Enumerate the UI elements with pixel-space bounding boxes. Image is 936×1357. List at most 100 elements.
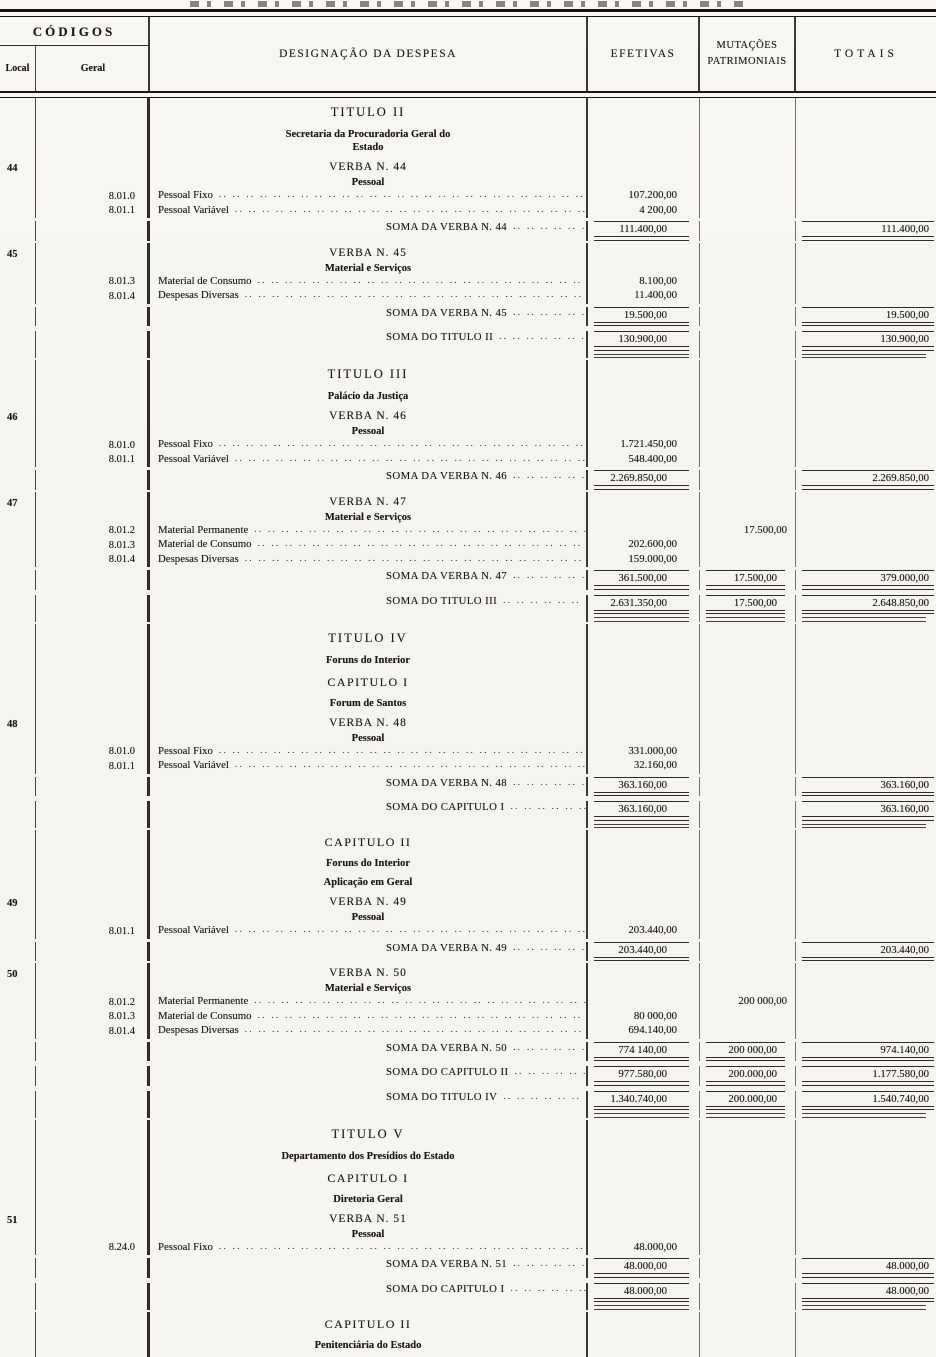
mutacoes-cell (700, 892, 796, 911)
efetivas-amount: 774 140,00 (618, 1043, 667, 1056)
totais-cell (796, 387, 936, 406)
subtitle-row: Palácio da Justiça (0, 387, 936, 406)
local-code-cell: 48 (0, 712, 36, 732)
chapter-row: CAPITULO I (0, 1165, 936, 1190)
expense-label: Pessoal Fixo (158, 744, 213, 757)
title-row: TITULO III (0, 360, 936, 387)
efetivas-cell (588, 873, 700, 892)
subtitle-text: Aplicação em Geral (323, 877, 413, 888)
chapter-text: CAPITULO I (327, 674, 409, 689)
efetivas-cell (588, 157, 700, 176)
local-code-cell (0, 538, 36, 553)
local-code-cell (0, 125, 36, 157)
local-code-cell (0, 1119, 36, 1147)
mutacoes-cell (700, 1189, 796, 1209)
mutacoes-cell: 200.000,00 (700, 1090, 796, 1118)
table-body: TITULO II Secretaria da Procuradoria Gera… (0, 98, 936, 1357)
verba-row: 51 VERBA N. 51 (0, 1208, 936, 1228)
efetivas-cell (588, 731, 700, 745)
geral-code-cell (36, 830, 150, 854)
geral-code-cell (36, 854, 150, 873)
designacao-cell: Foruns do Interior (150, 854, 588, 873)
item-row: 8.01.3 Material de Consumo .. .. .. .. ..… (0, 1009, 936, 1024)
sum-label: SOMA DO CAPITULO I (386, 801, 505, 813)
ruled-amount: 2.269.850,00 (594, 470, 689, 490)
designacao-cell: SOMA DA VERBA N. 48 .. .. .. .. .. .. ..… (150, 776, 588, 796)
efetivas-cell (588, 712, 700, 732)
efetivas-cell: 11.400,00 (588, 289, 700, 304)
chapter-row: CAPITULO I (0, 669, 936, 694)
mutacoes-cell (700, 963, 796, 982)
local-code-cell (0, 438, 36, 453)
expense-label: Pessoal Variável (158, 452, 229, 465)
ruled-amount: 2.269.850,00 (802, 470, 934, 490)
mutacoes-cell: 200 000,00 (700, 995, 796, 1010)
section-text: Pessoal (351, 912, 385, 923)
geral-code-cell (36, 1041, 150, 1061)
end-of-section-rule (594, 617, 689, 622)
designacao-cell: VERBA N. 48 (150, 712, 588, 732)
local-code-cell (0, 801, 36, 828)
mutacoes-cell (700, 744, 796, 759)
designacao-cell: Pessoal Fixo .. .. .. .. .. .. .. .. .. … (150, 744, 588, 759)
expense-label: Despesas Diversas (158, 1024, 239, 1036)
ruled-amount: 361.500,00 (594, 570, 689, 590)
efetivas-cell: 361.500,00 (588, 570, 700, 590)
mutacoes-cell (700, 982, 796, 995)
ruled-amount: 363.160,00 (802, 776, 934, 797)
geral-code-cell (36, 1282, 150, 1310)
expense-label: Material de Consumo (158, 538, 252, 550)
dot-leader: .. .. .. .. .. .. .. .. .. .. .. .. .. .… (234, 453, 586, 464)
geral-code-cell (36, 731, 150, 745)
section-row: Pessoal (0, 731, 936, 745)
mutacoes-cell (700, 176, 796, 189)
dot-leader: .. .. .. .. .. .. .. .. .. .. .. .. .. .… (234, 760, 586, 770)
designacao-cell: TITULO III (150, 360, 588, 387)
efetivas-column-header: EFETIVAS (588, 17, 700, 91)
local-code-cell (0, 510, 36, 524)
local-code-cell (0, 1024, 36, 1039)
local-code-cell (0, 176, 36, 189)
efetivas-amount: 977.580,00 (618, 1068, 667, 1080)
efetivas-cell (588, 1165, 700, 1190)
verba-text: VERBA N. 47 (329, 495, 407, 508)
local-code-cell (0, 1240, 36, 1255)
mutacoes-amount: 200 000,00 (738, 995, 787, 1007)
efetivas-cell: 1.340.740,00 (588, 1090, 700, 1118)
totais-cell (796, 830, 936, 854)
ruled-amount: 200 000,00 (706, 1041, 785, 1062)
local-column-header: Local (0, 46, 36, 91)
totais-cell (796, 1336, 936, 1355)
dot-leader: .. .. .. .. .. .. .. .. .. .. .. .. .. .… (234, 204, 586, 215)
section-row: Pessoal (0, 425, 936, 438)
efetivas-cell: 977.580,00 (588, 1066, 700, 1086)
geral-code-cell (36, 306, 150, 326)
end-of-section-rule (594, 823, 689, 828)
geral-code-cell: 8.01.1 (36, 759, 150, 774)
efetivas-cell (588, 125, 700, 157)
totais-cell (796, 538, 936, 553)
designacao-cell: Despesas Diversas .. .. .. .. .. .. .. .… (150, 1024, 588, 1039)
item-row: 8.01.1 Pessoal Variável .. .. .. .. .. ..… (0, 452, 936, 467)
mutacoes-header-line2: PATRIMONIAIS (707, 56, 787, 67)
local-code-cell: 46 (0, 406, 36, 425)
totais-cell (796, 98, 936, 125)
sum-row: SOMA DA VERBA N. 47 .. .. .. .. .. .. ..… (0, 567, 936, 592)
designacao-cell: Departamento dos Presídios do Estado (150, 1146, 588, 1166)
efetivas-cell (588, 176, 700, 189)
dot-leader: .. .. .. .. .. .. .. .. .. .. .. .. .. .… (510, 1283, 586, 1294)
designacao-cell: SOMA DO CAPITULO II .. .. .. .. .. .. ..… (150, 1066, 588, 1086)
designacao-cell: TITULO V (150, 1119, 588, 1147)
mutacoes-cell (700, 470, 796, 490)
local-code-cell (0, 1009, 36, 1024)
totais-cell (796, 1120, 936, 1147)
dot-leader: .. .. .. .. .. .. .. .. .. .. .. .. .. .… (503, 595, 586, 606)
mutacoes-cell (700, 1165, 796, 1190)
local-code-cell (0, 759, 36, 774)
dot-leader: .. .. .. .. .. .. .. .. .. .. .. .. .. .… (514, 1067, 586, 1077)
dot-leader: .. .. .. .. .. .. .. .. .. .. .. .. .. .… (257, 275, 586, 286)
mutacoes-cell (700, 759, 796, 774)
geral-code-cell (36, 221, 150, 241)
dot-leader: .. .. .. .. .. .. .. .. .. .. .. .. .. .… (513, 571, 586, 581)
sum-row: SOMA DO CAPITULO II .. .. .. .. .. .. ..… (0, 1063, 936, 1088)
